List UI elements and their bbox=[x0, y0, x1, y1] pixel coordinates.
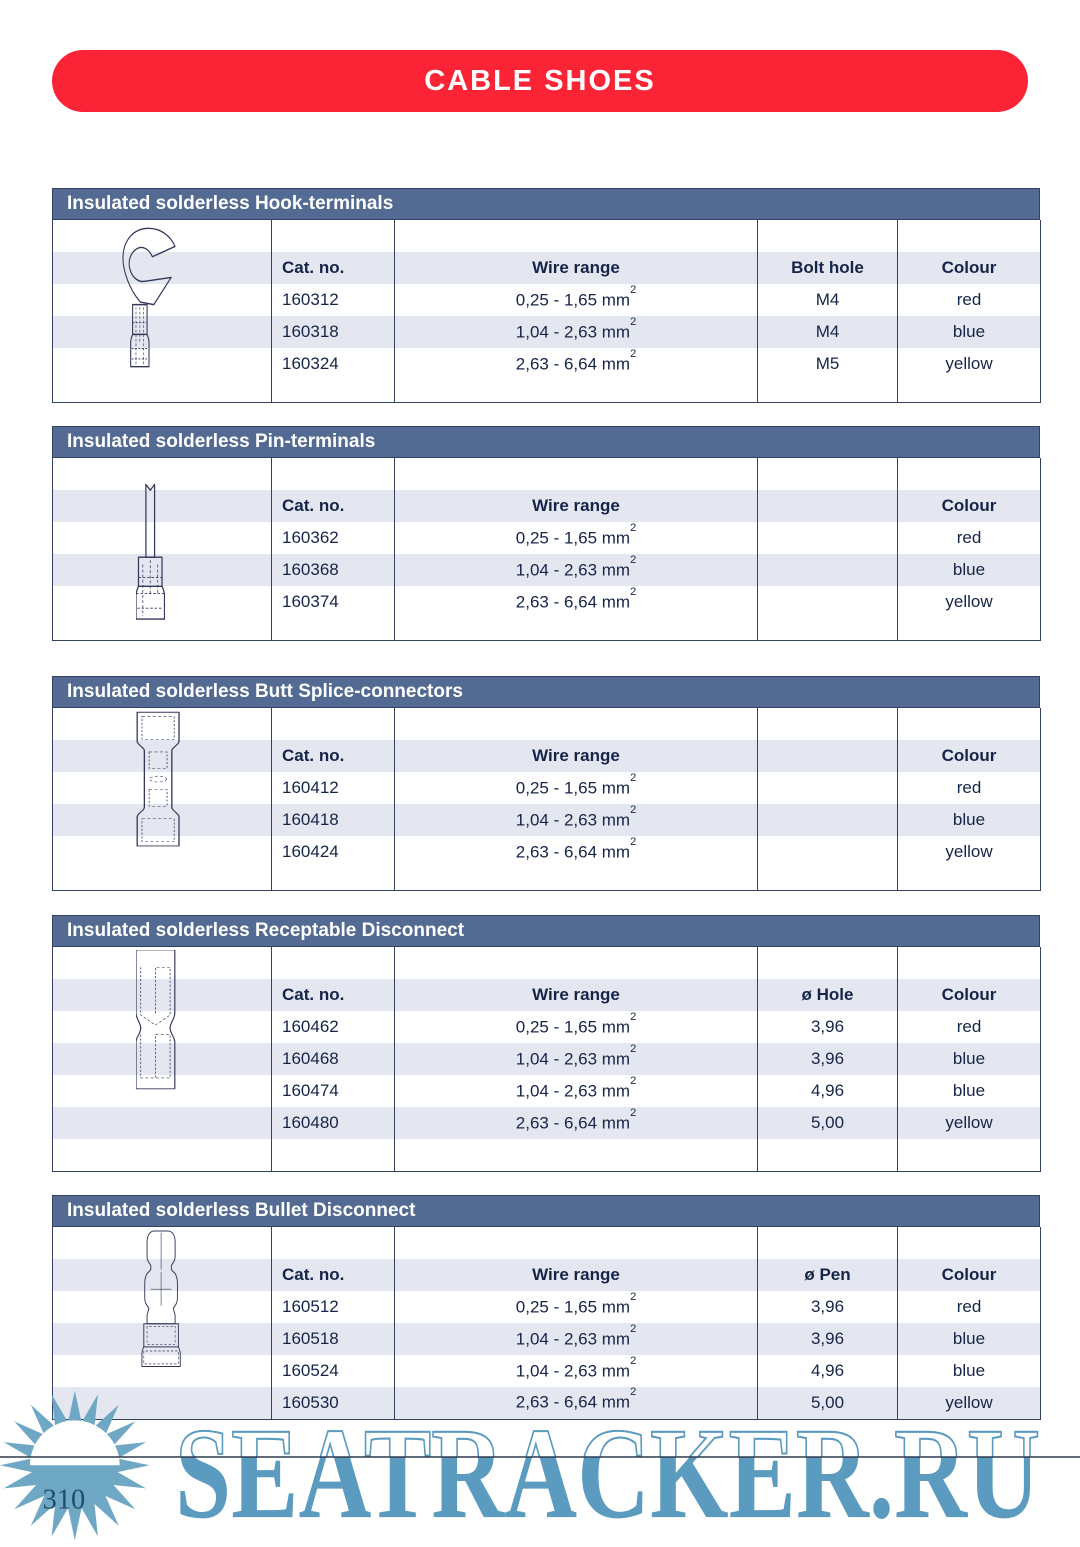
svg-text:310: 310 bbox=[43, 1485, 86, 1516]
